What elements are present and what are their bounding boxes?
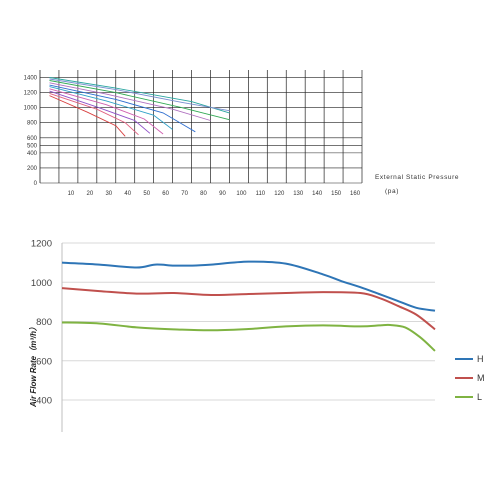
top-x-tick-label: 50: [143, 191, 150, 197]
top-x-tick-label: 70: [181, 191, 188, 197]
top-series-line: [49, 84, 196, 133]
bottom-series-M-line: [61, 287, 436, 331]
top-x-tick-label: 130: [293, 191, 304, 197]
bottom-chart: 1200 1000 800 600 400 Air Flow Rate（m³/h） HM…: [0, 230, 500, 500]
top-x-tick-label: 160: [350, 191, 361, 197]
top-x-tick-label: 100: [236, 191, 247, 197]
top-chart-series: [49, 77, 230, 137]
legend-label-L: L: [477, 392, 482, 402]
top-x-tick-label: 10: [68, 191, 75, 197]
bottom-y-tick-label: 800: [36, 317, 52, 328]
top-x-tick-label: 90: [219, 191, 226, 197]
top-chart-x-axis-unit: (pa): [385, 188, 399, 195]
top-series-line: [49, 86, 173, 130]
top-x-tick-label: 20: [87, 191, 94, 197]
top-series-line: [49, 92, 139, 136]
top-series-line: [49, 82, 211, 121]
top-y-tick-label: 200: [27, 166, 38, 172]
legend-label-H: H: [477, 354, 484, 364]
top-series-line: [49, 78, 230, 112]
top-y-tick-label: 500: [27, 143, 38, 149]
top-x-tick-label: 140: [312, 191, 323, 197]
top-x-tick-label: 40: [124, 191, 131, 197]
bottom-chart-y-ticks: 1200 1000 800 600 400: [31, 239, 52, 407]
bottom-y-tick-label: 400: [36, 396, 52, 407]
bottom-y-tick-label: 600: [36, 356, 52, 367]
top-y-tick-label: 400: [27, 151, 38, 157]
top-y-tick-label: 600: [27, 136, 38, 142]
top-x-tick-label: 110: [256, 191, 266, 197]
top-series-line: [49, 95, 126, 137]
top-chart-x-axis-label: External Static Pressure: [375, 174, 459, 181]
top-series-line: [49, 88, 164, 135]
top-series-line: [49, 90, 151, 134]
top-x-tick-label: 150: [331, 191, 342, 197]
bottom-y-tick-label: 1200: [31, 239, 52, 250]
top-x-tick-label: 80: [200, 191, 207, 197]
bottom-chart-y-axis-label: Air Flow Rate（m³/h）: [28, 323, 38, 408]
top-chart-grid: [39, 70, 363, 184]
top-chart-x-ticks: 10 20 30 40 50 60 70 80 90 100 110 120 130 140 150 160: [68, 191, 361, 197]
bottom-chart-area: [0, 230, 500, 500]
top-y-tick-label: 1400: [24, 76, 38, 82]
bottom-chart-legend: HML: [455, 354, 485, 402]
bottom-series-H-line: [61, 260, 436, 312]
top-y-tick-label: 0: [34, 181, 38, 187]
bottom-series-L-line: [61, 321, 436, 352]
bottom-y-tick-label: 1000: [31, 278, 52, 289]
top-y-tick-label: 800: [27, 121, 38, 127]
top-x-tick-label: 60: [162, 191, 169, 197]
top-series-line: [49, 80, 230, 121]
top-y-tick-label: 1000: [24, 106, 38, 112]
bottom-chart-grid: [61, 242, 435, 432]
top-x-tick-label: 30: [105, 191, 112, 197]
top-y-tick-label: 1200: [24, 91, 38, 97]
legend-label-M: M: [477, 373, 485, 383]
bottom-chart-series: [61, 260, 436, 352]
top-x-tick-label: 120: [274, 191, 285, 197]
